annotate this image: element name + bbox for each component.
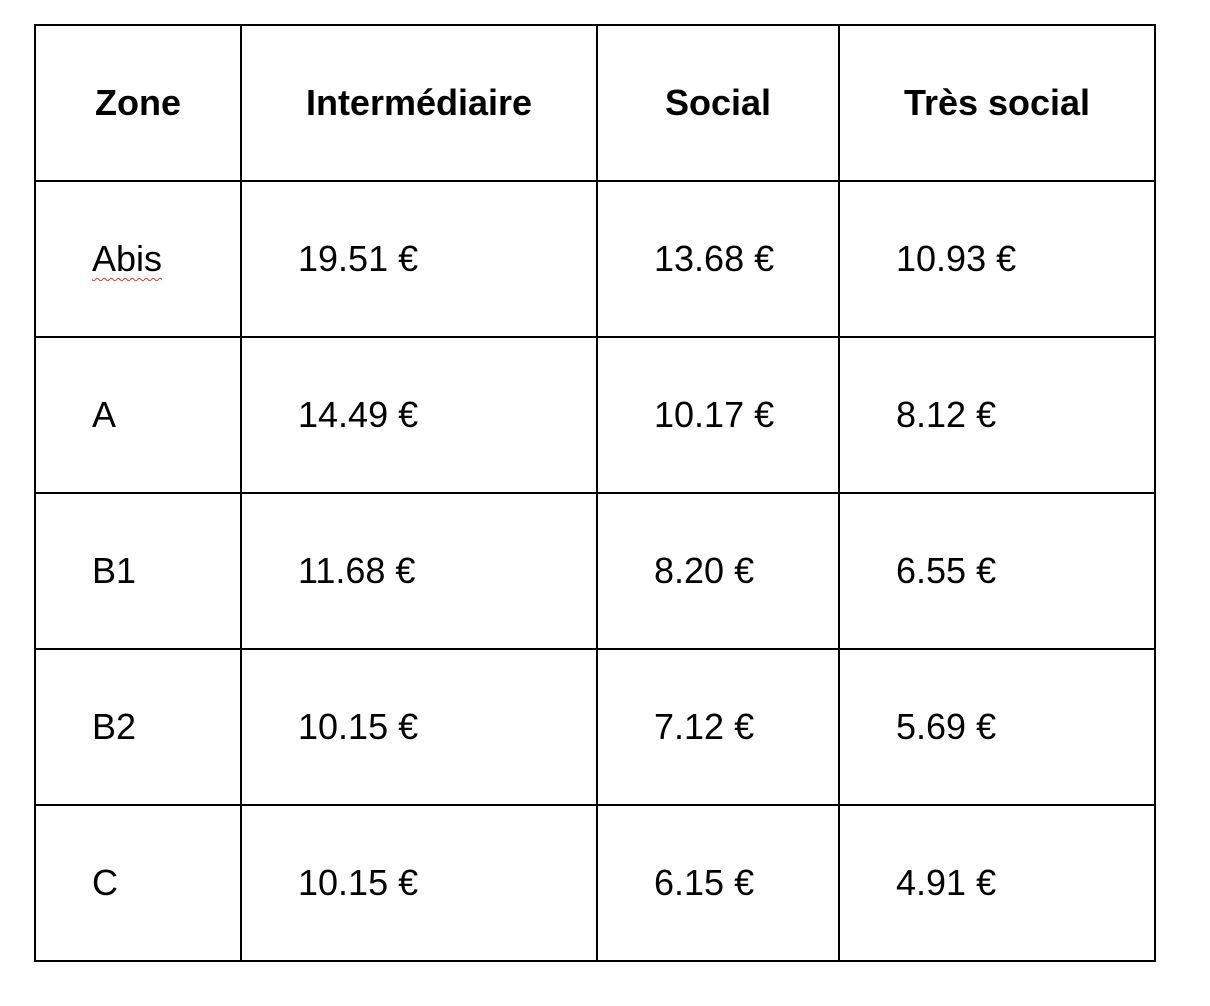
cell-social: 13.68 €: [596, 180, 840, 338]
cell-tres-social: 10.93 €: [838, 180, 1156, 338]
cell-tres-social: 6.55 €: [838, 492, 1156, 650]
header-row: Zone Intermédiaire Social Très social: [34, 24, 1156, 182]
rent-value: 6.15 €: [654, 862, 755, 903]
cell-tres-social: 8.12 €: [838, 336, 1156, 494]
cell-social: 8.20 €: [596, 492, 840, 650]
rent-value: 8.20 €: [654, 550, 755, 591]
rent-value: 7.12 €: [654, 706, 755, 747]
header-zone: Zone: [34, 24, 242, 182]
cell-zone: B2: [34, 648, 242, 806]
cell-zone: B1: [34, 492, 242, 650]
table-row: C 10.15 € 6.15 € 4.91 €: [34, 804, 1156, 962]
table-row: B2 10.15 € 7.12 € 5.69 €: [34, 648, 1156, 806]
table-row: B1 11.68 € 8.20 € 6.55 €: [34, 492, 1156, 650]
table-row: Abis 19.51 € 13.68 € 10.93 €: [34, 180, 1156, 338]
zone-label: C: [92, 862, 118, 903]
rent-table: Zone Intermédiaire Social Très social Ab…: [34, 24, 1156, 962]
cell-social: 7.12 €: [596, 648, 840, 806]
cell-intermediaire: 19.51 €: [240, 180, 598, 338]
rent-value: 10.93 €: [896, 238, 1017, 279]
rent-value: 10.17 €: [654, 394, 775, 435]
cell-social: 10.17 €: [596, 336, 840, 494]
cell-intermediaire: 11.68 €: [240, 492, 598, 650]
header-intermediaire: Intermédiaire: [240, 24, 598, 182]
cell-social: 6.15 €: [596, 804, 840, 962]
zone-label: B1: [92, 550, 137, 591]
cell-zone: Abis: [34, 180, 242, 338]
rent-value: 6.55 €: [896, 550, 997, 591]
rent-value: 10.15 €: [298, 862, 419, 903]
rent-value: 19.51 €: [298, 238, 419, 279]
zone-label: Abis: [92, 238, 163, 279]
cell-zone: C: [34, 804, 242, 962]
rent-value: 5.69 €: [896, 706, 997, 747]
cell-intermediaire: 10.15 €: [240, 804, 598, 962]
rent-value: 8.12 €: [896, 394, 997, 435]
cell-zone: A: [34, 336, 242, 494]
header-tres-social: Très social: [838, 24, 1156, 182]
rent-value: 4.91 €: [896, 862, 997, 903]
cell-intermediaire: 10.15 €: [240, 648, 598, 806]
zone-label: A: [92, 394, 117, 435]
header-social: Social: [596, 24, 840, 182]
cell-tres-social: 5.69 €: [838, 648, 1156, 806]
table-row: A 14.49 € 10.17 € 8.12 €: [34, 336, 1156, 494]
rent-value: 13.68 €: [654, 238, 775, 279]
cell-tres-social: 4.91 €: [838, 804, 1156, 962]
rent-value: 11.68 €: [298, 550, 416, 591]
zone-label: B2: [92, 706, 137, 747]
rent-value: 14.49 €: [298, 394, 419, 435]
rent-value: 10.15 €: [298, 706, 419, 747]
cell-intermediaire: 14.49 €: [240, 336, 598, 494]
